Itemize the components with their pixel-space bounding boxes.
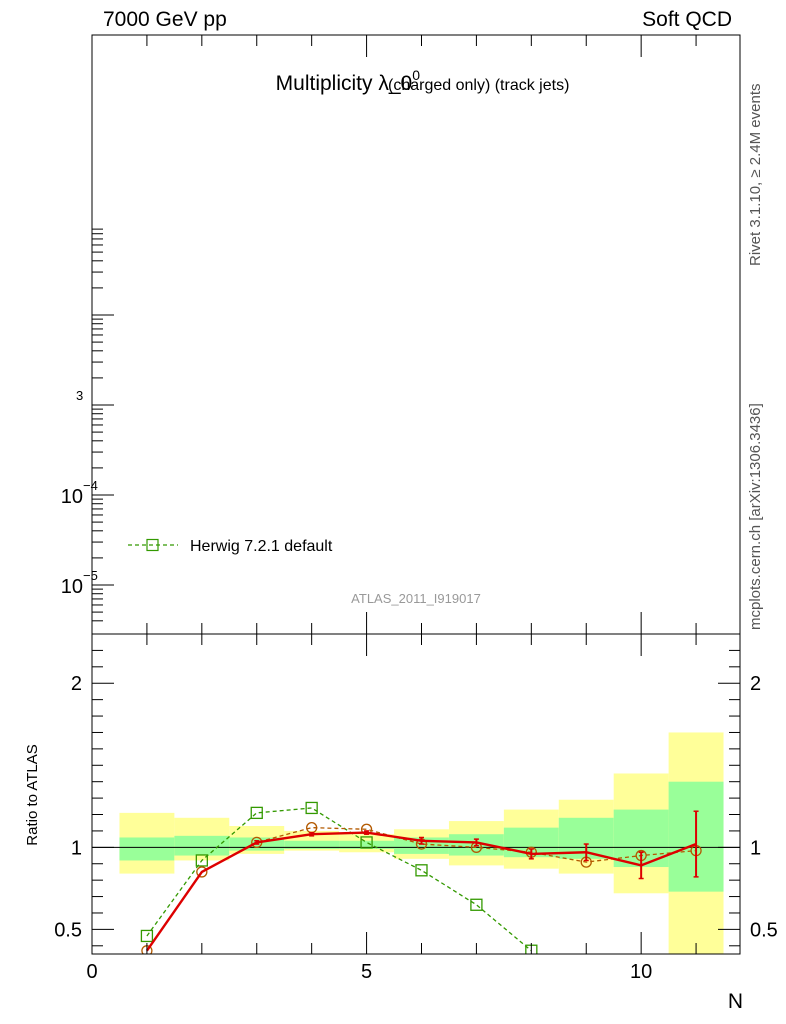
ratio-panel-frame (91, 633, 741, 955)
ratio-y-tick-label-right: 0.5 (750, 919, 778, 941)
main-y-tick-base: 10 (61, 576, 83, 598)
ratio-y-tick-label: 0.5 (54, 919, 82, 941)
ratio-series-group (140, 801, 702, 954)
main-y-tick-label: 10−5 (61, 568, 98, 598)
ratio-y-label: Ratio to ATLAS (24, 744, 41, 845)
side-label-rivet: Rivet 3.1.10, ≥ 2.4M events (747, 83, 764, 267)
ratio-y-axis: 0.5 0.5 1 1 2 2 (54, 649, 778, 947)
legend-marker-herwig (146, 538, 159, 552)
series-point-square (415, 864, 428, 877)
series-point-square (360, 836, 373, 849)
series-line (146, 826, 697, 952)
band-green (284, 840, 340, 849)
main-y-tick-label: 3 (76, 388, 83, 403)
series-point-square (140, 929, 154, 943)
main-y-tick-exponent: −5 (83, 568, 98, 583)
legend: Herwig 7.2.1 default (128, 538, 333, 555)
main-y-axis: 10−510−43 (61, 228, 114, 622)
series-point-square (305, 801, 318, 815)
ratio-series (140, 801, 702, 954)
plot-title-sup: 0 (412, 67, 420, 83)
analysis-label: ATLAS_2011_I919017 (351, 591, 481, 606)
header-right: Soft QCD (642, 8, 732, 31)
series-line (146, 807, 532, 952)
series-point-circle (196, 866, 208, 878)
band-green (174, 835, 230, 856)
x-tick-label: 10 (630, 961, 652, 983)
series-point-square (195, 854, 208, 867)
plot-title-main: Multiplicity λ_0 (276, 72, 413, 95)
side-label-mcplots: mcplots.cern.ch [arXiv:1306.3436] (747, 403, 764, 630)
ratio-bands (119, 732, 724, 954)
x-axis-label: N (728, 990, 743, 1013)
band-green (119, 837, 175, 861)
plot-title: Multiplicity λ_00 (276, 67, 421, 95)
main-y-tick-exponent: −4 (83, 478, 98, 493)
main-y-tick-base: 10 (61, 486, 83, 508)
main-y-tick-label: 10−4 (61, 478, 98, 508)
x-tick-label: 0 (86, 961, 97, 983)
x-tick-label: 5 (361, 961, 372, 983)
series-point-square (250, 806, 263, 820)
header-left: 7000 GeV pp (103, 8, 227, 31)
ratio-y-tick-label-right: 1 (750, 837, 761, 859)
band-green (339, 840, 395, 849)
x-axis: 0 5 10 (86, 35, 697, 983)
main-y-tick-exponent: 3 (76, 388, 83, 403)
ratio-y-tick-label-right: 2 (750, 673, 761, 695)
ratio-y-tick-label: 1 (71, 837, 82, 859)
series-point-square (470, 898, 483, 911)
ratio-y-tick-label: 2 (71, 673, 82, 695)
plot-title-suffix: (charged only) (track jets) (388, 77, 569, 94)
legend-label-herwig: Herwig 7.2.1 default (190, 538, 333, 555)
